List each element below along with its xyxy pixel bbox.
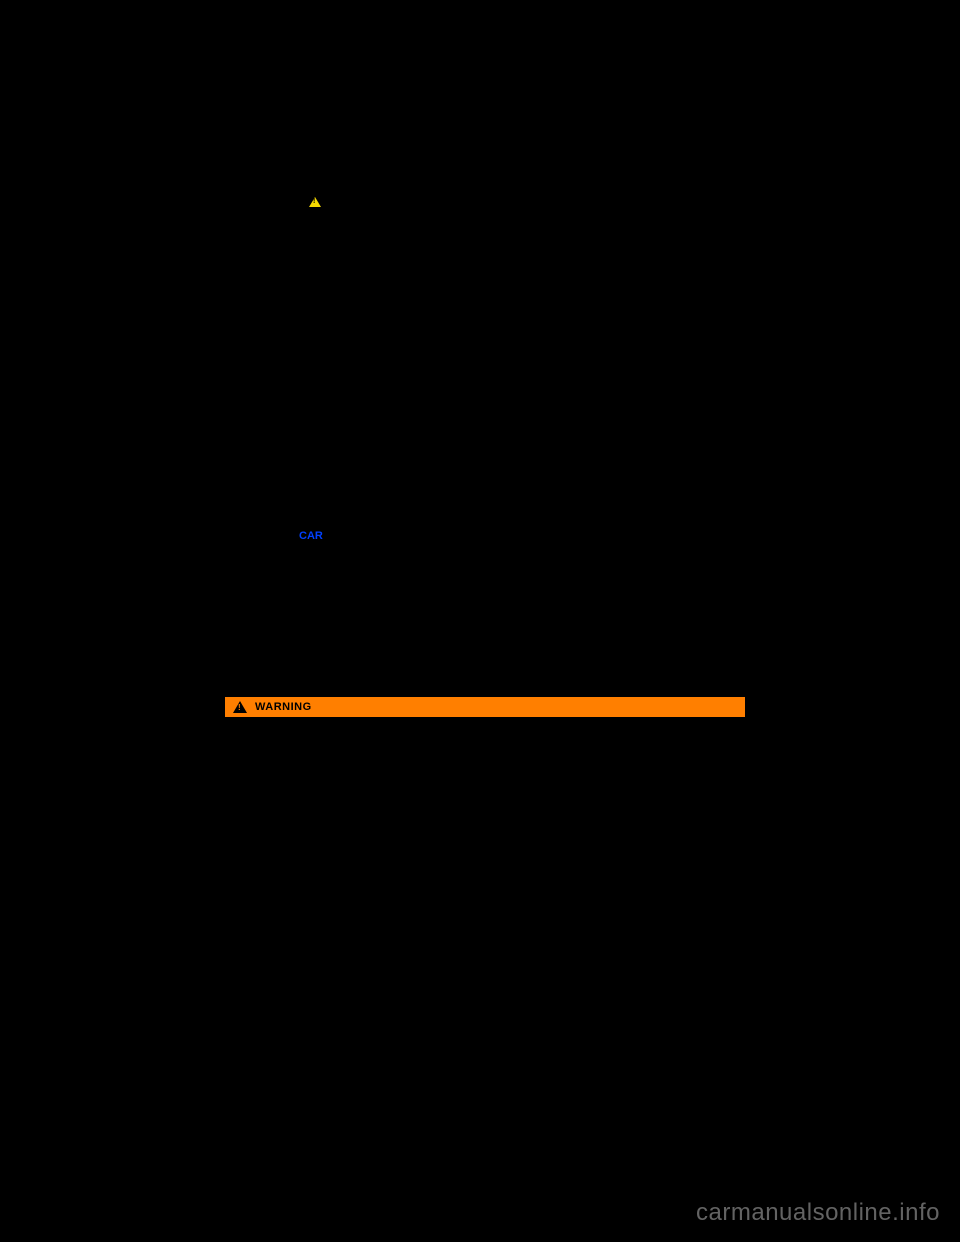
watermark-text: carmanualsonline.info — [696, 1199, 940, 1227]
warning-triangle-icon — [233, 701, 247, 713]
warning-bar: WARNING — [225, 697, 745, 717]
warning-triangle-small-icon — [309, 197, 321, 207]
warning-label: WARNING — [255, 701, 312, 713]
car-link[interactable]: CAR — [299, 530, 323, 542]
